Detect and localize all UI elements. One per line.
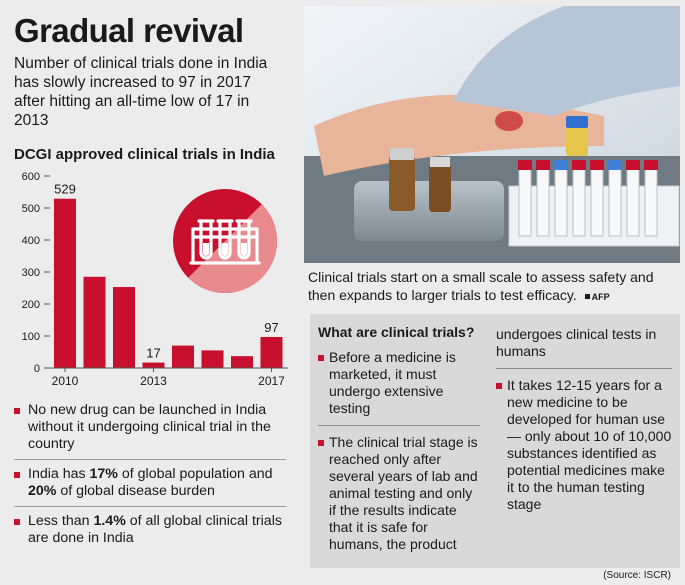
info-box-column-1: What are clinical trials? Before a medic… — [318, 324, 480, 553]
fact-item: No new drug can be launched in India wit… — [14, 402, 286, 460]
y-tick-label: 300 — [22, 267, 40, 279]
data-label: 97 — [264, 320, 278, 335]
y-tick-label: 500 — [22, 203, 40, 215]
data-labels: 529 17 97 — [54, 182, 279, 361]
page-subtitle: Number of clinical trials done in India … — [14, 55, 268, 129]
bullet-square-icon — [496, 383, 502, 389]
bar-2011 — [83, 276, 106, 368]
info-box-column-2: undergoes clinical tests in humans It ta… — [496, 326, 672, 513]
info-box: What are clinical trials? Before a medic… — [310, 314, 680, 568]
y-tick-label: 0 — [34, 363, 40, 375]
bar-2014 — [172, 345, 194, 368]
divider — [496, 368, 672, 369]
bar-2017 — [260, 336, 283, 368]
bar-2012 — [113, 287, 135, 368]
clinical-trial-photo — [304, 6, 680, 263]
bullet-square-icon — [14, 408, 20, 414]
bar-chart: 0 100 200 300 400 500 600 2010 2013 2017 529 17 97 — [22, 171, 288, 388]
fact-item: India has 17% of global population and 2… — [14, 466, 286, 507]
credit-square-icon — [584, 293, 590, 299]
photo-illustration — [304, 6, 680, 263]
bullet-square-icon — [14, 472, 20, 478]
y-tick-label: 100 — [22, 331, 40, 343]
source-note: (Source: ISCR) — [603, 570, 671, 581]
x-tick-label: 2010 — [52, 374, 79, 388]
bullet-square-icon — [318, 440, 324, 446]
y-tick-label: 600 — [22, 171, 40, 183]
x-axis: 2010 2013 2017 — [50, 367, 288, 388]
info-item-continued: undergoes clinical tests in humans — [496, 326, 657, 359]
test-tube-rack-icon — [173, 189, 278, 294]
bullet-square-icon — [318, 355, 324, 361]
x-tick-label: 2013 — [140, 374, 167, 388]
right-column: Clinical trials start on a small scale t… — [304, 0, 685, 585]
data-label: 529 — [54, 182, 76, 197]
data-label: 17 — [146, 346, 160, 361]
bar-2015 — [201, 350, 224, 368]
bar-2016 — [231, 356, 253, 368]
bars — [54, 198, 283, 368]
fact-item: Less than 1.4% of all global clinical tr… — [14, 513, 286, 553]
y-tick-label: 200 — [22, 299, 40, 311]
info-item: The clinical trial stage is reached only… — [318, 434, 480, 553]
bar-2013 — [142, 362, 165, 368]
page-title: Gradual revival — [14, 12, 244, 49]
x-tick-label: 2017 — [258, 374, 285, 388]
y-tick-label: 400 — [22, 235, 40, 247]
bar-2010 — [54, 198, 76, 368]
chart-title: DCGI approved clinical trials in India — [14, 146, 275, 163]
info-item: It takes 12-15 years for a new medicine … — [496, 377, 672, 513]
info-box-title: What are clinical trials? — [318, 324, 475, 340]
y-axis: 0 100 200 300 400 500 600 — [22, 171, 50, 375]
bullet-square-icon — [14, 519, 20, 525]
fact-list: No new drug can be launched in India wit… — [14, 402, 286, 559]
divider — [318, 425, 480, 426]
photo-credit: AFP — [591, 292, 610, 302]
photo-caption: Clinical trials start on a small scale t… — [308, 269, 654, 303]
info-item: Before a medicine is marketed, it must u… — [318, 349, 480, 417]
left-column: Gradual revival Number of clinical trial… — [0, 0, 288, 585]
